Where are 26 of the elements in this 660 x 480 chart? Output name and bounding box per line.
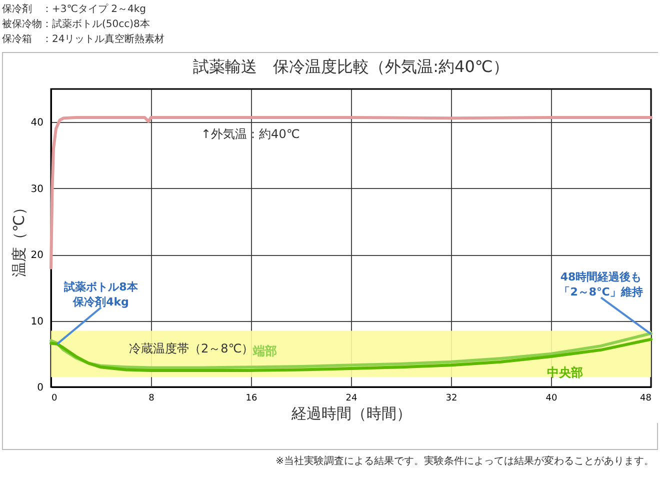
x-tick-label: 16 — [246, 394, 258, 404]
series-label: 中央部 — [547, 366, 583, 380]
y-tick-label: 30 — [30, 184, 44, 195]
chart-title: 試薬輸送 保冷温度比較（外気温:約40℃） — [193, 57, 509, 76]
y-tick-label: 40 — [30, 118, 44, 129]
x-axis-title: 経過時間（時間） — [290, 404, 412, 422]
band-label: 冷蔵温度帯（2～8℃） — [129, 342, 254, 356]
x-tick-label: 32 — [446, 394, 458, 404]
series-label: 端部 — [252, 344, 277, 358]
x-tick-label: 0 — [52, 394, 58, 404]
text: 保冷箱 ：24リットル真空断熱素材 — [2, 32, 166, 47]
annotation: ↑外気温：約40℃ — [201, 127, 300, 141]
y-axis-title: 温度（℃） — [10, 200, 28, 277]
annotation: 試薬ボトル8本保冷剤4kg — [63, 280, 139, 309]
line-series — [50, 116, 652, 270]
x-tick-label: 40 — [546, 394, 558, 404]
text: 被保冷物：試薬ボトル(50cc)8本 — [2, 18, 151, 32]
x-tick-label: 48 — [640, 394, 652, 404]
y-tick-label: 0 — [37, 382, 44, 394]
text: ※当社実験調査による結果です。実験条件によっては結果が変わることがあります。 — [274, 454, 654, 468]
text: 保冷剤 ：+3℃タイプ 2～4kg — [2, 2, 148, 17]
x-tick-label: 24 — [346, 394, 358, 404]
x-tick-label: 8 — [148, 394, 155, 404]
annotation: 48時間経過後も「2～8℃」維持 — [559, 270, 643, 299]
y-tick-label: 20 — [30, 250, 44, 262]
y-tick-label: 10 — [30, 316, 44, 328]
